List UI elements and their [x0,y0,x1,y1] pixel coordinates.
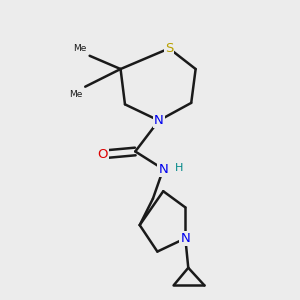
Text: N: N [158,163,168,176]
Text: N: N [181,232,190,245]
Text: Me: Me [73,44,87,53]
Text: Me: Me [69,90,82,99]
Text: H: H [175,163,184,173]
Text: S: S [165,42,173,55]
Text: O: O [98,148,108,161]
Text: N: N [154,114,164,127]
